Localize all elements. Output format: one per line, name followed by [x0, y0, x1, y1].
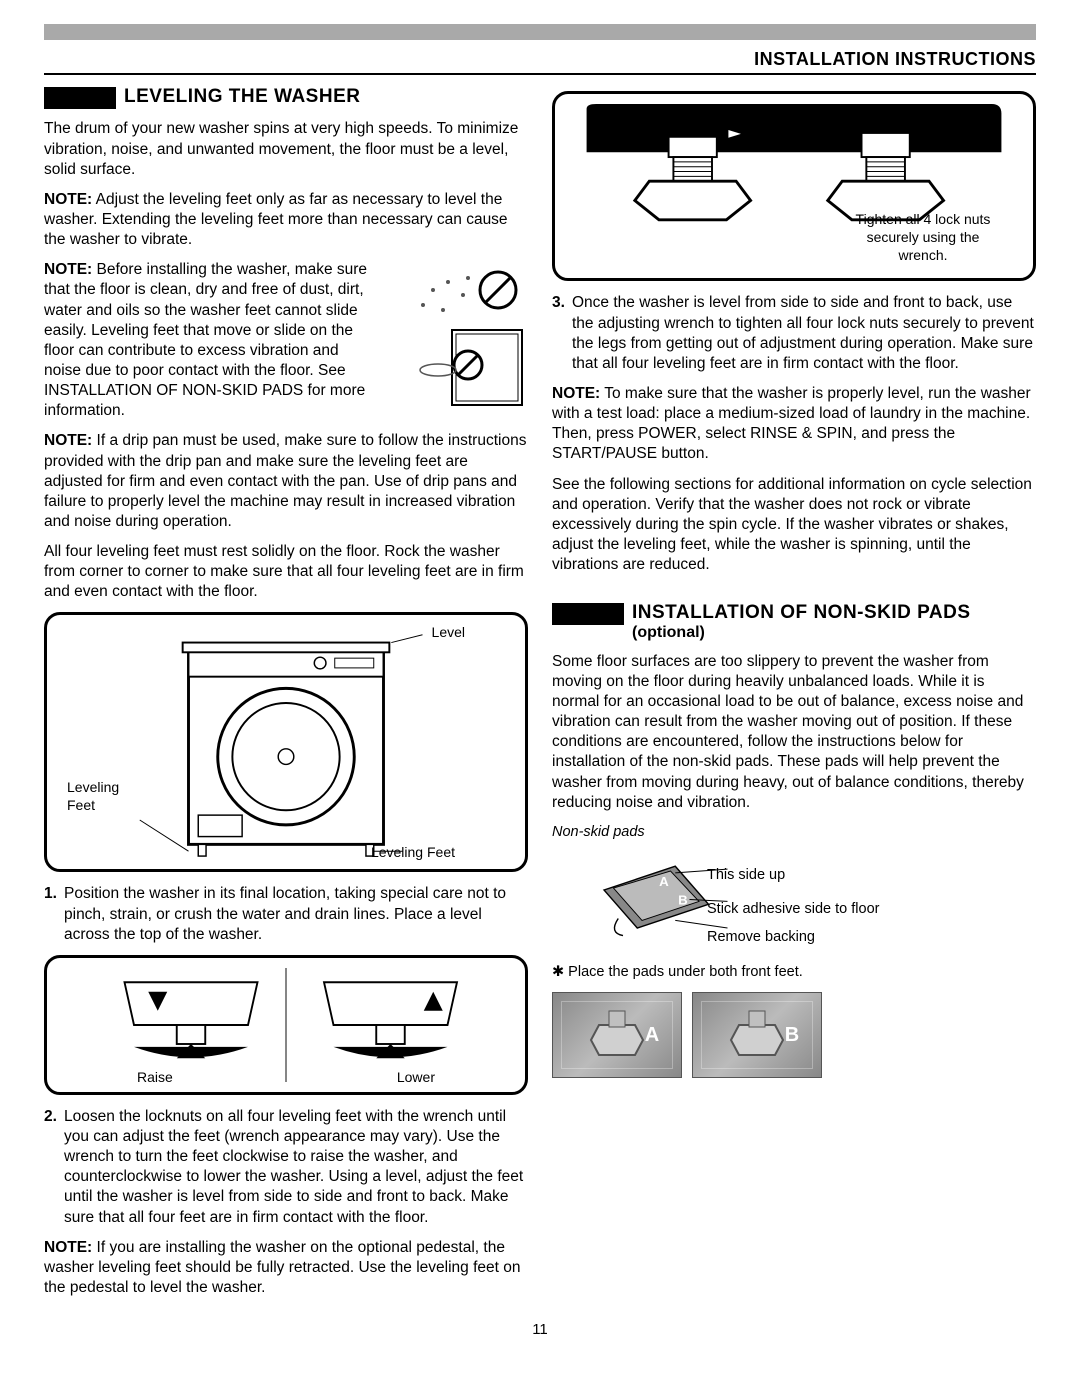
note-text: Before installing the washer, make sure …: [44, 261, 367, 419]
paragraph-6: See the following sections for additiona…: [552, 475, 1036, 576]
pad-label-top: This side up: [707, 866, 785, 885]
figure-raise-lower: Raise Lower: [44, 955, 528, 1095]
pads-note: ✱ Place the pads under both front feet.: [552, 963, 1036, 982]
paragraph-4: All four leveling feet must rest solidly…: [44, 542, 528, 602]
note-text: To make sure that the washer is properly…: [552, 385, 1031, 462]
label-raise: Raise: [137, 1068, 173, 1086]
pad-diagram: A B This side up Stick adhesive side to …: [552, 852, 1036, 953]
pad-image-b: B: [692, 992, 822, 1078]
pad-image-a: A: [552, 992, 682, 1078]
heading-title: LEVELING THE WASHER: [124, 87, 360, 108]
note-2: NOTE: Before installing the washer, make…: [44, 260, 374, 421]
label-leveling-feet-bottom: Leveling Feet: [371, 843, 455, 861]
step-2: 2. Loosen the locknuts on all four level…: [64, 1107, 528, 1228]
note-3: NOTE: If a drip pan must be used, make s…: [44, 431, 528, 532]
pads-title: Non-skid pads: [552, 823, 1036, 842]
note-label: NOTE:: [44, 1239, 92, 1256]
step-number: 3.: [552, 293, 565, 313]
header-row: INSTALLATION INSTRUCTIONS: [44, 48, 1036, 75]
step-text: Position the washer in its final locatio…: [64, 885, 506, 942]
steps-list-2: 2. Loosen the locknuts on all four level…: [44, 1107, 528, 1228]
raise-lower-illustration: [57, 968, 515, 1082]
header-title: INSTALLATION INSTRUCTIONS: [44, 48, 1036, 75]
label-lower: Lower: [397, 1068, 435, 1086]
section-heading-nonskid: INSTALLATION OF NON-SKID PADS (optional): [552, 603, 1036, 641]
left-column: LEVELING THE WASHER The drum of your new…: [44, 81, 528, 1308]
page: INSTALLATION INSTRUCTIONS LEVELING THE W…: [0, 0, 1080, 1370]
steps-list-3: 3. Once the washer is level from side to…: [552, 293, 1036, 374]
top-bar: [44, 24, 1036, 40]
note-5: NOTE: To make sure that the washer is pr…: [552, 384, 1036, 465]
note-label: NOTE:: [44, 261, 92, 278]
section-heading-leveling: LEVELING THE WASHER: [44, 87, 528, 109]
floor-debris-diagram: [408, 260, 528, 410]
pad-a-label: A: [645, 1022, 659, 1048]
figure-washer: Level Leveling Feet Leveling Feet: [44, 612, 528, 872]
washer-illustration: [57, 625, 515, 859]
pad-b-label: B: [785, 1022, 799, 1048]
heading-block: [44, 87, 116, 109]
intro-paragraph: The drum of your new washer spins at ver…: [44, 119, 528, 179]
heading-subtitle: (optional): [632, 624, 971, 642]
note-label: NOTE:: [44, 191, 92, 208]
step-number: 2.: [44, 1107, 57, 1127]
note-4: NOTE: If you are installing the washer o…: [44, 1238, 528, 1298]
steps-list: 1. Position the washer in its final loca…: [44, 884, 528, 944]
step-text: Once the washer is level from side to si…: [572, 294, 1034, 371]
note-text: If you are installing the washer on the …: [44, 1239, 520, 1296]
heading-title: INSTALLATION OF NON-SKID PADS: [632, 603, 971, 624]
step-1: 1. Position the washer in its final loca…: [64, 884, 528, 944]
note-label: NOTE:: [552, 385, 600, 402]
svg-text:A: A: [659, 874, 669, 889]
heading-block: [552, 603, 624, 625]
figure-caption: Tighten all 4 lock nuts securely using t…: [843, 210, 1003, 265]
page-number: 11: [44, 1320, 1036, 1340]
note-1: NOTE: Adjust the leveling feet only as f…: [44, 190, 528, 250]
columns: LEVELING THE WASHER The drum of your new…: [44, 81, 1036, 1308]
note-label: NOTE:: [44, 432, 92, 449]
right-column: Tighten all 4 lock nuts securely using t…: [552, 81, 1036, 1308]
figure-locknuts: Tighten all 4 lock nuts securely using t…: [552, 91, 1036, 281]
step-number: 1.: [44, 884, 57, 904]
pad-bottom-images: A B: [552, 992, 1036, 1078]
pad-label-remove: Remove backing: [707, 928, 815, 947]
step-3: 3. Once the washer is level from side to…: [572, 293, 1036, 374]
note-text: Adjust the leveling feet only as far as …: [44, 191, 508, 248]
pad-label-stick: Stick adhesive side to floor: [707, 900, 879, 919]
label-leveling-feet-left: Leveling Feet: [67, 778, 127, 814]
svg-text:B: B: [678, 892, 688, 907]
note-text: If a drip pan must be used, make sure to…: [44, 432, 526, 530]
paragraph-7: Some floor surfaces are too slippery to …: [552, 652, 1036, 813]
debris-icon: [408, 260, 528, 410]
label-level: Level: [432, 623, 465, 641]
step-text: Loosen the locknuts on all four leveling…: [64, 1108, 523, 1226]
